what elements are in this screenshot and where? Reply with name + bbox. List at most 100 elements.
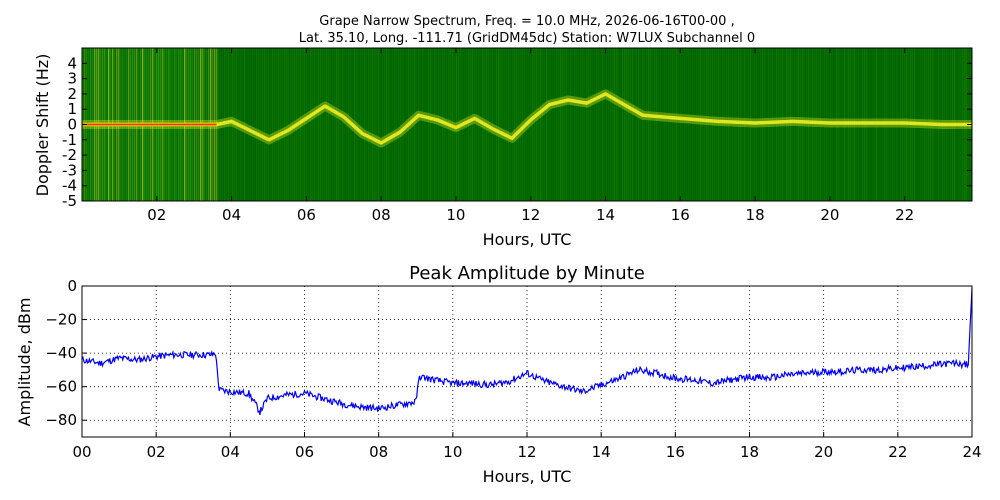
spectrogram-stripe (806, 48, 808, 201)
spectrogram-stripe (540, 48, 542, 201)
spectrogram-stripe (532, 48, 534, 201)
spectrogram-stripe (740, 48, 742, 201)
spectrogram-stripe (436, 48, 438, 201)
spectrogram-stripe (472, 48, 474, 201)
spectrogram-y-tick-label: 4 (67, 54, 77, 72)
spectrogram-stripe (356, 48, 358, 201)
spectrogram-stripe (312, 48, 314, 201)
spectrogram-stripe (566, 48, 568, 201)
spectrogram-stripe (388, 48, 390, 201)
spectrogram-stripe (820, 48, 822, 201)
spectrogram-stripe (586, 48, 588, 201)
amplitude-title: Peak Amplitude by Minute (409, 263, 645, 284)
spectrogram-stripe (246, 48, 248, 201)
spectrogram-stripe (420, 48, 422, 201)
spectrogram-stripe (392, 48, 394, 201)
spectrogram-stripe (498, 48, 500, 201)
spectrogram-stripe (578, 48, 580, 201)
spectrogram-stripe (592, 48, 594, 201)
spectrogram-stripe (694, 48, 696, 201)
spectrogram-stripe (336, 48, 338, 201)
spectrogram-stripe (580, 48, 582, 201)
amplitude-x-tick-label: 04 (221, 443, 240, 461)
spectrogram-x-tick-label: 06 (297, 206, 316, 224)
spectrogram-stripe (310, 48, 312, 201)
spectrogram-stripe (736, 48, 738, 201)
spectrogram-stripe (248, 48, 250, 201)
spectrogram-stripe (656, 48, 658, 201)
spectrogram-stripe (520, 48, 522, 201)
spectrogram-stripe (422, 48, 424, 201)
spectrogram-stripe (794, 48, 796, 201)
amplitude-x-tick-label: 18 (740, 443, 759, 461)
spectrogram-y-tick-label: -5 (62, 192, 77, 210)
spectrogram-stripe (572, 48, 574, 201)
spectrogram-stripe (768, 48, 770, 201)
spectrogram-stripe (560, 48, 562, 201)
spectrogram-stripe (468, 48, 470, 201)
spectrogram-stripe (742, 48, 744, 201)
spectrogram-stripe (510, 48, 512, 201)
spectrogram-stripe (802, 48, 804, 201)
spectrogram-stripe (286, 48, 288, 201)
spectrogram-x-tick-label: 20 (820, 206, 839, 224)
spectrogram-stripe (648, 48, 650, 201)
spectrogram-stripe (500, 48, 502, 201)
spectrogram-y-label: Doppler Shift (Hz) (33, 54, 52, 197)
spectrogram-stripe (228, 48, 230, 201)
spectrogram-stripe (692, 48, 694, 201)
spectrogram-x-label: Hours, UTC (483, 230, 572, 249)
spectrogram-stripe (394, 48, 396, 201)
spectrogram-stripe (706, 48, 708, 201)
spectrogram-stripe (264, 48, 266, 201)
spectrogram-stripe (788, 48, 790, 201)
spectrogram-stripe (776, 48, 778, 201)
amplitude-x-tick-label: 08 (369, 443, 388, 461)
spectrogram-stripe (704, 48, 706, 201)
spectrogram-stripe (326, 48, 328, 201)
spectrogram-stripe (600, 48, 602, 201)
spectrogram-stripe (682, 48, 684, 201)
spectrogram-x-tick-label: 22 (895, 206, 914, 224)
spectrogram-stripe (654, 48, 656, 201)
amplitude-plot (82, 287, 972, 415)
amplitude-x-label: Hours, UTC (483, 467, 572, 486)
spectrogram-stripe (782, 48, 784, 201)
spectrogram-stripe (716, 48, 718, 201)
spectrogram-stripe (324, 48, 326, 201)
spectrogram-stripe (772, 48, 774, 201)
spectrogram-stripe (306, 48, 308, 201)
doppler-trace-line (82, 92, 972, 145)
spectrogram-stripe (658, 48, 660, 201)
spectrogram-stripe (636, 48, 638, 201)
spectrogram-stripe (478, 48, 480, 201)
amplitude-x-tick-label: 12 (517, 443, 536, 461)
spectrogram-stripe (332, 48, 334, 201)
spectrogram-stripe (284, 48, 286, 201)
spectrogram-stripe (558, 48, 560, 201)
spectrogram-stripe (686, 48, 688, 201)
spectrogram-stripe (622, 48, 624, 201)
spectrogram-stripe (368, 48, 370, 201)
spectrogram-stripe (598, 48, 600, 201)
spectrogram-stripe (672, 48, 674, 201)
spectrogram-title: Grape Narrow Spectrum, Freq. = 10.0 MHz,… (319, 14, 734, 29)
spectrogram-stripe (492, 48, 494, 201)
spectrogram-stripe (812, 48, 814, 201)
spectrogram-stripe (428, 48, 430, 201)
spectrogram-stripe (814, 48, 816, 201)
spectrogram-stripe (334, 48, 336, 201)
spectrogram-stripe (364, 48, 366, 201)
spectrogram-stripe (700, 48, 702, 201)
spectrogram-stripe (292, 48, 294, 201)
spectrogram-stripe (340, 48, 342, 201)
spectrogram-stripe (528, 48, 530, 201)
spectrogram-stripe (668, 48, 670, 201)
spectrogram-stripe (764, 48, 766, 201)
spectrogram-stripe (822, 48, 824, 201)
spectrogram-stripe (614, 48, 616, 201)
spectrogram-stripe (476, 48, 478, 201)
spectrogram-stripe (724, 48, 726, 201)
spectrogram-stripe (618, 48, 620, 201)
